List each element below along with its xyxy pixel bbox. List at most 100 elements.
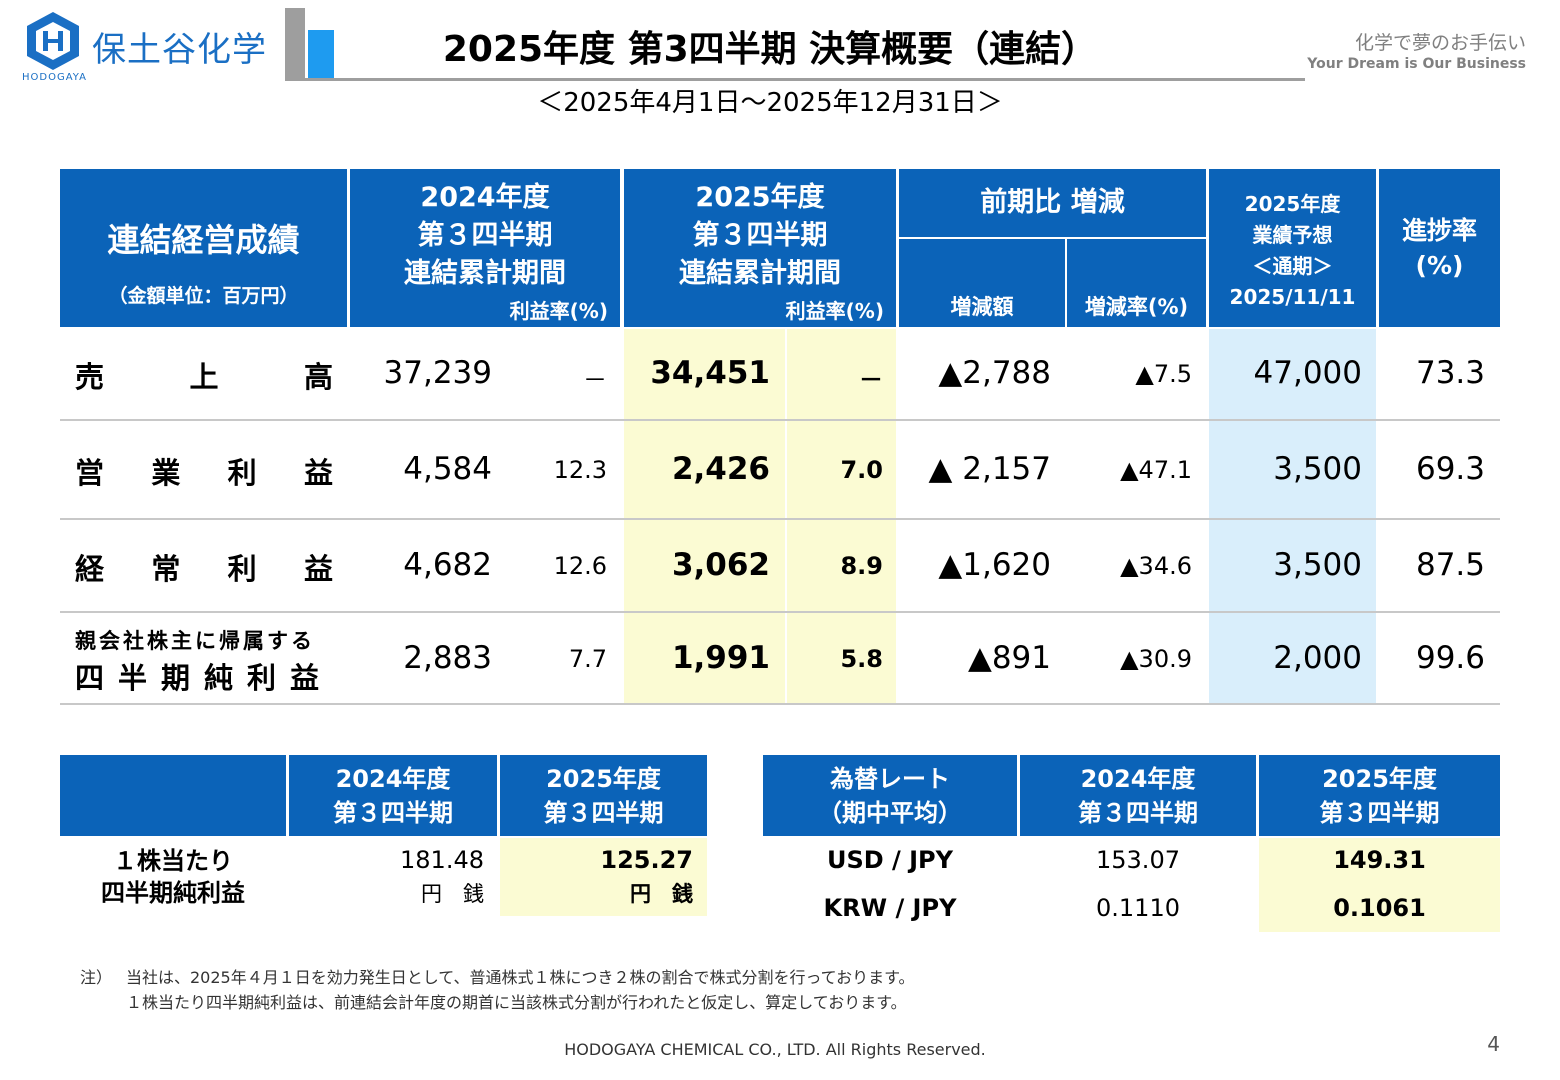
eps-label-line1: １株当たり [113,847,233,875]
col-curr-line2: 第３四半期 [692,220,828,251]
table-title: 連結経営成績 [107,221,300,259]
row-label-ord-char: 利 [227,552,257,586]
note-line1: 当社は、2025年４月１日を効力発生日として、普通株式１株につき２株の割合で株式… [126,968,915,987]
eps-prev-line2: 第３四半期 [333,799,453,827]
note-line2: １株当たり四半期純利益は、前連結会計年度の期首に当該株式分割が行われたと仮定し、… [126,993,907,1012]
row-label-net-income-line1: 親会社株主に帰属する [75,629,315,653]
row-label-sales-char: 上 [189,360,219,394]
fx-row-usd-label: USD / JPY [826,846,954,874]
eps-label: １株当たり 四半期純利益 [60,845,286,909]
fx-row-krw-label: KRW / JPY [823,894,957,922]
net-prev: 2,883 [403,640,492,676]
sales-change-rate: ▲7.5 [1135,360,1192,388]
fx-row-krw-curr: 0.1061 [1333,894,1426,922]
title-underline [285,78,1305,81]
row-divider [60,703,1500,705]
row-label-sales-char: 高 [303,360,333,394]
row-label-op-char: 利 [227,456,257,490]
change-rate-label: 増減率(%) [1084,295,1189,319]
current-period-highlight [624,329,896,704]
eps-header-prev: 2024年度 第３四半期 [289,755,497,836]
sales-curr-margin: － [859,366,883,394]
eps-header-blank [60,755,286,836]
col-header-change-rate: 増減率(%) [1067,239,1206,327]
col-header-change: 前期比 増減 [899,169,1206,237]
eps-label-line2: 四半期純利益 [101,879,245,907]
eps-prev-unit: 円 銭 [421,882,484,906]
company-sub: HODOGAYA [22,72,87,83]
col-curr-line3: 連結累計期間 [679,258,841,289]
fx-curr-line2: 第３四半期 [1319,799,1440,827]
net-curr: 1,991 [671,640,770,676]
table-title-cell: 連結経営成績 （金額単位：百万円） [60,169,347,327]
col-header-prev: 2024年度 第３四半期 連結累計期間 利益率(%) [350,169,620,327]
row-divider [60,518,1500,520]
col-header-progress: 進捗率 (%) [1379,169,1500,327]
forecast-line4: 2025/11/11 [1229,285,1356,309]
title-accent-blue [308,30,334,78]
fx-row-usd-prev: 153.07 [1096,846,1180,874]
page-number: 4 [1487,1032,1500,1056]
eps-curr-line2: 第３四半期 [543,799,664,827]
title-accent-gray [285,8,305,78]
page-title: 2025年度 第3四半期 決算概要（連結） [442,29,1098,70]
eps-curr-line1: 2025年度 [546,765,661,793]
col-prev-line1: 2024年度 [420,182,550,213]
progress-line2: (%) [1415,251,1464,280]
sales-prev: 37,239 [383,355,492,391]
col-curr-line1: 2025年度 [695,182,825,213]
fx-header-line1: 為替レート [830,765,950,793]
sales-progress: 73.3 [1415,355,1485,391]
eps-header-curr: 2025年度 第３四半期 [500,755,707,836]
company-name: 保土谷化学 [92,30,267,70]
row-divider [60,611,1500,613]
ord-change: ▲1,620 [938,547,1051,583]
col-prev-margin-label: 利益率(%) [509,299,608,323]
forecast-highlight [1209,329,1376,704]
tagline-en: Your Dream is Our Business [1307,56,1526,72]
col-prev-line3: 連結累計期間 [404,258,566,289]
net-forecast: 2,000 [1273,640,1362,676]
sales-change: ▲2,788 [938,355,1051,391]
row-label-ordinary-income: 経 常 利 益 [75,547,333,587]
fx-prev-line1: 2024年度 [1080,765,1196,793]
ord-prev-margin: 12.6 [553,552,607,580]
ord-prev: 4,682 [403,547,492,583]
row-divider [60,419,1500,421]
col-curr-margin-label: 利益率(%) [785,299,884,323]
op-change-rate: ▲47.1 [1120,456,1192,484]
fx-header-prev: 2024年度 第３四半期 [1020,755,1256,836]
row-label-ord-char: 益 [303,552,333,586]
row-label-operating-income: 営 業 利 益 [75,451,333,491]
progress-line1: 進捗率 [1401,216,1477,245]
fx-header-curr: 2025年度 第３四半期 [1259,755,1500,836]
op-progress: 69.3 [1415,451,1485,487]
ord-curr-margin: 8.9 [840,552,883,580]
forecast-line1: 2025年度 [1244,192,1341,216]
fx-curr-line1: 2025年度 [1322,765,1437,793]
note-marker: 注） [80,968,113,987]
eps-curr-highlight [500,838,707,916]
fx-curr-highlight [1259,838,1500,932]
col-prev-line2: 第３四半期 [417,220,553,251]
col-header-change-amount: 増減額 [899,239,1065,327]
row-label-sales-char: 売 [75,360,105,394]
row-label-ord-char: 経 [75,552,105,586]
table-unit: （金額単位：百万円） [108,285,299,307]
sales-forecast: 47,000 [1253,355,1362,391]
sales-prev-margin: － [583,366,607,394]
fx-header-label: 為替レート （期中平均） [763,755,1017,836]
op-curr-margin: 7.0 [840,456,883,484]
ord-forecast: 3,500 [1273,547,1362,583]
logo-mark-icon [27,12,79,70]
current-column-divider [785,329,787,704]
company-logo [22,10,84,72]
row-label-ord-char: 常 [151,552,181,586]
change-header: 前期比 増減 [980,187,1125,218]
fx-header-line2: （期中平均） [818,799,962,827]
op-prev-margin: 12.3 [553,456,607,484]
row-label-op-char: 営 [75,456,105,490]
row-label-sales: 売 上 高 [75,355,333,395]
op-change: ▲ 2,157 [928,451,1051,487]
net-prev-margin: 7.7 [568,645,607,673]
